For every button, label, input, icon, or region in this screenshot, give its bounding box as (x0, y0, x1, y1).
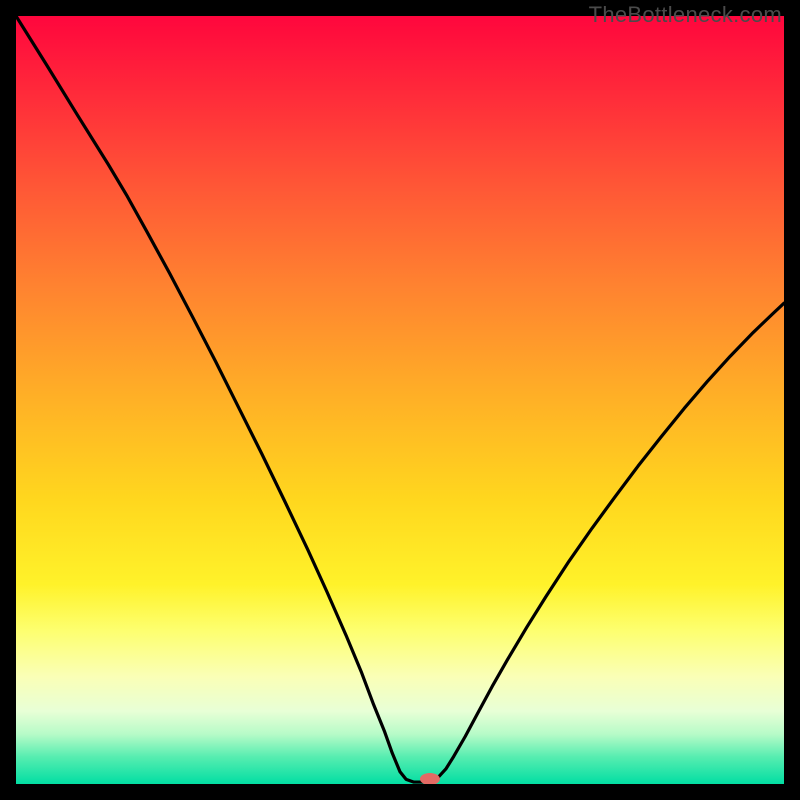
black-frame (0, 0, 800, 800)
watermark-text: TheBottleneck.com (589, 2, 782, 28)
